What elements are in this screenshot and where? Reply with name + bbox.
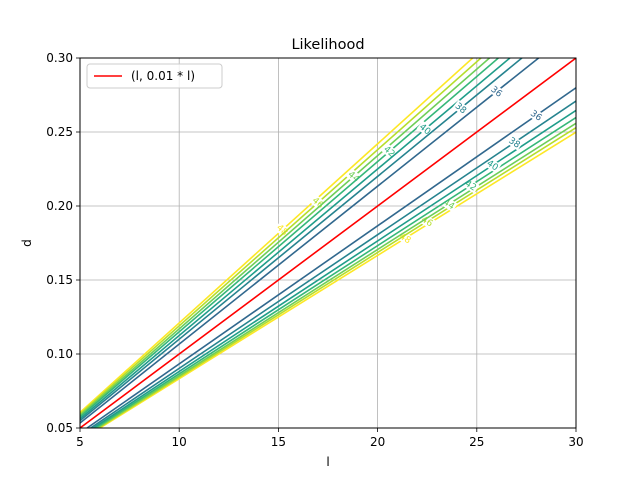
contour-line-44-upper [80, 58, 491, 417]
y-tick-label: 0.20 [46, 199, 73, 213]
contour-label-gap [484, 157, 502, 174]
y-tick-label: 0.15 [46, 273, 73, 287]
x-tick-label: 20 [370, 435, 385, 449]
contour-label: 38 [506, 136, 521, 151]
x-tick-label: 10 [172, 435, 187, 449]
plot-frame [79, 57, 577, 429]
contour-label-gap [273, 221, 291, 239]
contour-label-gap [462, 177, 480, 194]
y-axis-ticks: 0.05 0.10 0.15 0.20 0.25 0.30 [46, 51, 80, 435]
contour-label-gap [527, 107, 545, 124]
contour-line-48-lower [98, 131, 576, 428]
contour-line-42-lower [93, 116, 576, 428]
contour-line-48-upper [80, 58, 474, 414]
contour-label-gap [488, 83, 506, 100]
y-tick-label: 0.25 [46, 125, 73, 139]
contour-line-44-lower [95, 122, 576, 428]
legend-box [86, 63, 223, 89]
x-tick-label: 15 [271, 435, 286, 449]
legend-label: (l, 0.01 * l) [131, 69, 195, 83]
contour-line-46-lower [96, 127, 576, 428]
y-tick-label: 0.05 [46, 421, 73, 435]
contour-label-gap [309, 194, 327, 211]
contour-line-36-lower [85, 87, 576, 428]
contour-line-38-lower [89, 100, 576, 428]
legend: (l, 0.01 * l) [86, 63, 223, 89]
contour-line-40-upper [80, 58, 512, 420]
series-line-0 [80, 58, 576, 428]
contour-line-40-lower [91, 109, 576, 428]
data-series [80, 58, 576, 428]
contour-line-46-upper [80, 58, 483, 415]
x-tick-label: 30 [568, 435, 583, 449]
contour-label-gap [452, 99, 470, 117]
x-tick-label: 5 [76, 435, 84, 449]
y-tick-label: 0.10 [46, 347, 73, 361]
x-axis-label: l [326, 455, 329, 469]
contour-label-gap [440, 196, 458, 213]
y-axis-label: d [20, 239, 34, 247]
contour-line-38-upper [80, 58, 524, 422]
x-axis-ticks: 5 10 15 20 25 30 [76, 428, 584, 449]
contour-line-42-upper [80, 58, 500, 418]
chart-title: Likelihood [291, 37, 364, 53]
contour-label-gap [345, 168, 363, 185]
y-tick-label: 0.30 [46, 51, 73, 65]
contour-label-gap [505, 134, 524, 151]
x-tick-label: 25 [469, 435, 484, 449]
